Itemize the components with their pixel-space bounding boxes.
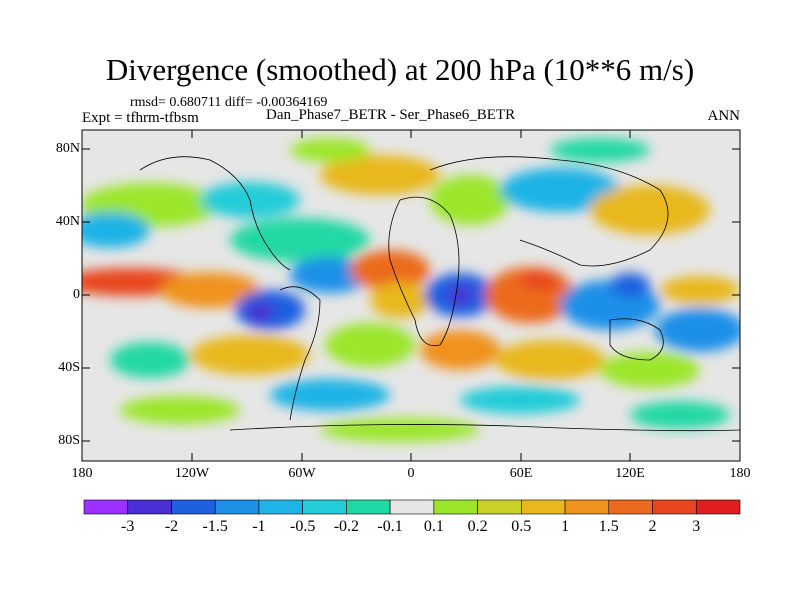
colorbar-label: -2 (164, 518, 179, 535)
lon-label-120e: 120E (615, 466, 645, 481)
colorbar-swatch (695, 499, 741, 515)
colorbar-label: -1 (252, 518, 266, 535)
lon-label-60e: 60E (509, 466, 533, 481)
lat-label-40n: 40N (55, 214, 80, 229)
colorbar-swatch (302, 499, 347, 515)
colorbar-swatch (652, 499, 697, 515)
divergence-field (82, 130, 740, 461)
colorbar-swatch (389, 499, 435, 515)
lat-label-80s: 80S (58, 433, 80, 448)
colorbar-swatch (214, 499, 260, 515)
map-title: Divergence (smoothed) at 200 hPa (10**6 … (105, 52, 695, 87)
colorbar-label: -1.5 (202, 518, 228, 535)
lon-ticks (191, 130, 631, 461)
colorbar-swatch (346, 499, 391, 515)
colorbar-swatch (608, 499, 653, 515)
colorbar-label: 3 (692, 518, 701, 535)
lat-ticks (82, 148, 740, 442)
lat-label-0: 0 (73, 287, 80, 302)
season-label: ANN (707, 108, 741, 124)
colorbar-label: 1 (561, 518, 570, 535)
colorbar-label: -0.5 (290, 518, 316, 535)
colorbar-label: 0.5 (511, 518, 532, 535)
lon-label-180e: 180 (729, 466, 751, 481)
colorbar (83, 499, 741, 515)
lon-label-0: 0 (407, 466, 415, 481)
colorbar-label: -0.1 (377, 518, 403, 535)
colorbar-swatch (564, 499, 610, 515)
difference-label: Dan_Phase7_BETR - Ser_Phase6_BETR (266, 107, 516, 123)
colorbar-label: -3 (121, 518, 135, 535)
lon-label-60w: 60W (288, 466, 316, 481)
coastlines (139, 156, 740, 432)
colorbar-label: 2 (648, 518, 657, 535)
colorbar-label: -0.2 (333, 518, 360, 535)
colorbar-swatch (83, 499, 129, 515)
colorbar-label: 1.5 (598, 518, 619, 535)
colorbar-swatch (477, 499, 522, 515)
colorbar-swatch (258, 499, 303, 515)
lon-label-120w: 120W (174, 466, 210, 481)
colorbar-swatch (433, 499, 478, 515)
colorbar-label: 0.2 (467, 518, 488, 535)
experiment-label: Expt = tfhrm-tfbsm (82, 110, 199, 126)
lat-label-80n: 80N (55, 141, 80, 156)
lat-label-40s: 40S (58, 360, 80, 375)
lon-label-180w: 180 (71, 466, 93, 481)
colorbar-label: 0.1 (423, 518, 444, 535)
colorbar-swatch (521, 499, 566, 515)
colorbar-swatch (171, 499, 216, 515)
stats-text: rmsd= 0.680711 diff= -0.00364169 (130, 95, 328, 110)
colorbar-swatch (127, 499, 172, 515)
